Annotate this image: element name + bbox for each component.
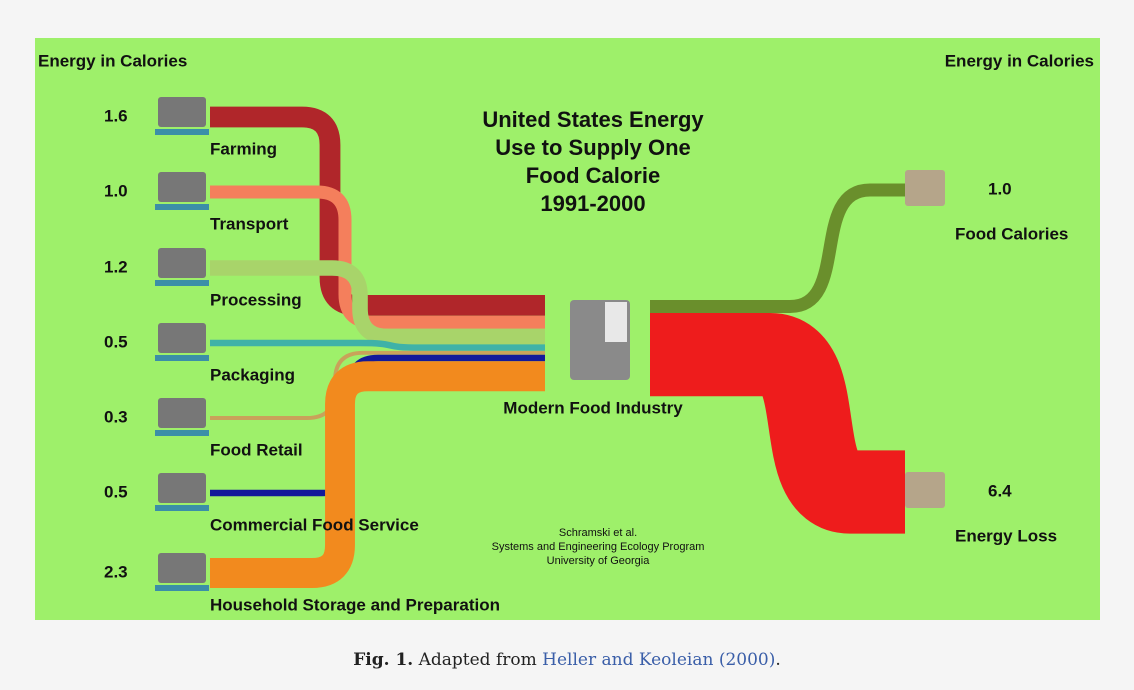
input-label: Commercial Food Service bbox=[210, 515, 419, 534]
value-label: 0.5 bbox=[104, 332, 128, 351]
icon-base bbox=[155, 280, 209, 286]
right-heading: Energy in Calories bbox=[945, 51, 1094, 70]
caption-link[interactable]: Heller and Keoleian (2000) bbox=[542, 650, 775, 670]
value-label: 1.6 bbox=[104, 106, 128, 125]
input-label: Transport bbox=[210, 214, 289, 233]
output-label: Food Calories bbox=[955, 224, 1068, 243]
value-label: 0.5 bbox=[104, 482, 128, 501]
caption-label: Fig. 1. bbox=[353, 650, 413, 670]
value-label: 1.0 bbox=[988, 179, 1012, 198]
value-label: 1.2 bbox=[104, 257, 128, 276]
credit: University of Georgia bbox=[547, 555, 651, 567]
icon bbox=[905, 170, 945, 206]
icon bbox=[158, 398, 206, 428]
icon-base bbox=[155, 129, 209, 135]
input-label: Packaging bbox=[210, 365, 295, 384]
caption-text: Adapted from bbox=[419, 650, 537, 670]
caption-end: . bbox=[775, 650, 780, 670]
hub-icon bbox=[605, 302, 627, 342]
icon bbox=[158, 172, 206, 202]
icon bbox=[158, 553, 206, 583]
input-label: Processing bbox=[210, 290, 302, 309]
title: Use to Supply One bbox=[495, 135, 691, 160]
input-label: Food Retail bbox=[210, 440, 303, 459]
input-label: Household Storage and Preparation bbox=[210, 595, 500, 614]
credit: Schramski et al. bbox=[559, 527, 637, 539]
icon-base bbox=[155, 204, 209, 210]
hub-label: Modern Food Industry bbox=[503, 398, 683, 417]
left-heading: Energy in Calories bbox=[38, 51, 187, 70]
title: 1991-2000 bbox=[540, 191, 645, 216]
figure: Energy in Calories Energy in Calories Un… bbox=[0, 0, 1134, 640]
icon-base bbox=[155, 355, 209, 361]
icon bbox=[905, 472, 945, 508]
value-label: 6.4 bbox=[988, 481, 1012, 500]
title: Food Calorie bbox=[526, 163, 660, 188]
input-label: Farming bbox=[210, 139, 277, 158]
value-label: 0.3 bbox=[104, 407, 128, 426]
icon bbox=[158, 323, 206, 353]
icon-base bbox=[155, 430, 209, 436]
icon-base bbox=[155, 585, 209, 591]
output-label: Energy Loss bbox=[955, 526, 1057, 545]
value-label: 2.3 bbox=[104, 562, 128, 581]
title: United States Energy bbox=[482, 107, 704, 132]
value-label: 1.0 bbox=[104, 181, 128, 200]
icon bbox=[158, 248, 206, 278]
icon bbox=[158, 473, 206, 503]
icon-base bbox=[155, 505, 209, 511]
icon bbox=[158, 97, 206, 127]
caption: Fig. 1. Adapted from Heller and Keoleian… bbox=[0, 650, 1134, 670]
credit: Systems and Engineering Ecology Program bbox=[492, 541, 705, 553]
page: Energy in Calories Energy in Calories Un… bbox=[0, 0, 1134, 690]
